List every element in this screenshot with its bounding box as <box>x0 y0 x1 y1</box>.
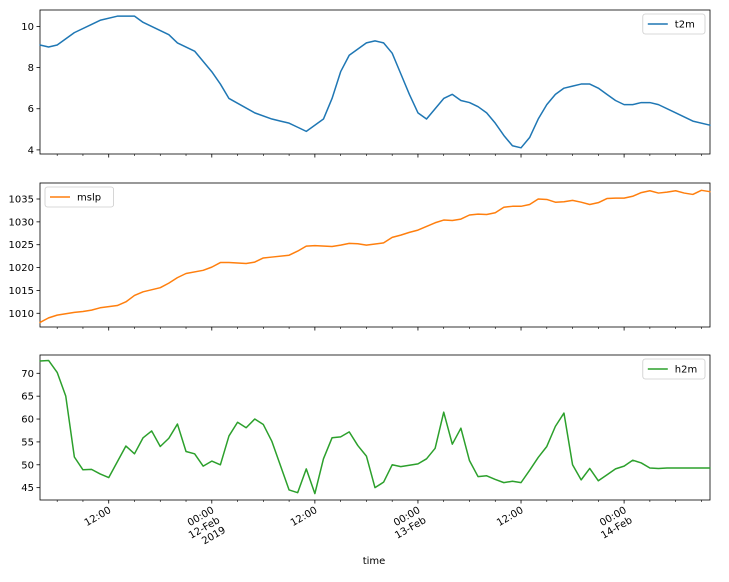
y-tick-label: 70 <box>21 369 34 380</box>
x-axis-label: time <box>363 556 386 567</box>
legend: h2m <box>642 358 706 380</box>
x-tick-label: 00:0013-Feb <box>387 505 428 542</box>
y-tick-label: 1030 <box>9 217 34 228</box>
subplot-mslp: 1010 1015 1020 1025 1030 1035 mslp <box>9 182 711 331</box>
y-tick-label: 8 <box>28 63 34 74</box>
y-tick-label: 4 <box>28 145 34 156</box>
y-tick-label: 65 <box>21 392 34 403</box>
y-tick-label: 1015 <box>9 286 34 297</box>
y-tick-label: 1010 <box>9 309 34 320</box>
legend: mslp <box>44 186 114 208</box>
subplot-t2m: 4 6 8 10 t2m <box>21 9 711 158</box>
series-line-h2m <box>39 359 711 495</box>
y-tick-label: 10 <box>21 22 34 33</box>
x-tick-label-line: 12:00 <box>289 505 319 529</box>
y-tick-label: 1020 <box>9 263 34 274</box>
x-tick-label: 12:00 <box>495 505 525 529</box>
legend-label: mslp <box>77 193 101 204</box>
axes-frame <box>39 354 711 501</box>
x-tick-label: 12:00 <box>83 505 113 529</box>
y-tick-label: 1035 <box>9 195 34 206</box>
legend-label: t2m <box>675 20 695 31</box>
series-line-t2m <box>39 15 711 149</box>
y-tick-label: 60 <box>21 415 34 426</box>
x-tick-label-line: 12:00 <box>83 505 113 529</box>
x-tick-label: 00:0014-Feb <box>594 505 635 542</box>
legend-frame <box>44 186 114 208</box>
x-tick-label: 00:0012-Feb2019 <box>181 505 227 551</box>
axes-frame <box>39 182 711 328</box>
legend-frame <box>642 13 706 35</box>
y-tick-label: 6 <box>28 104 34 115</box>
legend-label: h2m <box>675 365 697 376</box>
legend: t2m <box>642 13 706 35</box>
y-tick-label: 45 <box>21 483 34 494</box>
subplot-h2m: 45 50 55 60 65 70 h2m 12:00 00:0012-Feb2019 12:00… <box>21 354 711 551</box>
y-tick-label: 55 <box>21 437 34 448</box>
legend-frame <box>642 358 706 380</box>
x-tick-label: 12:00 <box>289 505 319 529</box>
x-tick-label-line: 12:00 <box>495 505 525 529</box>
y-tick-label: 1025 <box>9 240 34 251</box>
axes-frame <box>39 9 711 155</box>
y-tick-label: 50 <box>21 460 34 471</box>
series-line-mslp <box>39 189 711 324</box>
